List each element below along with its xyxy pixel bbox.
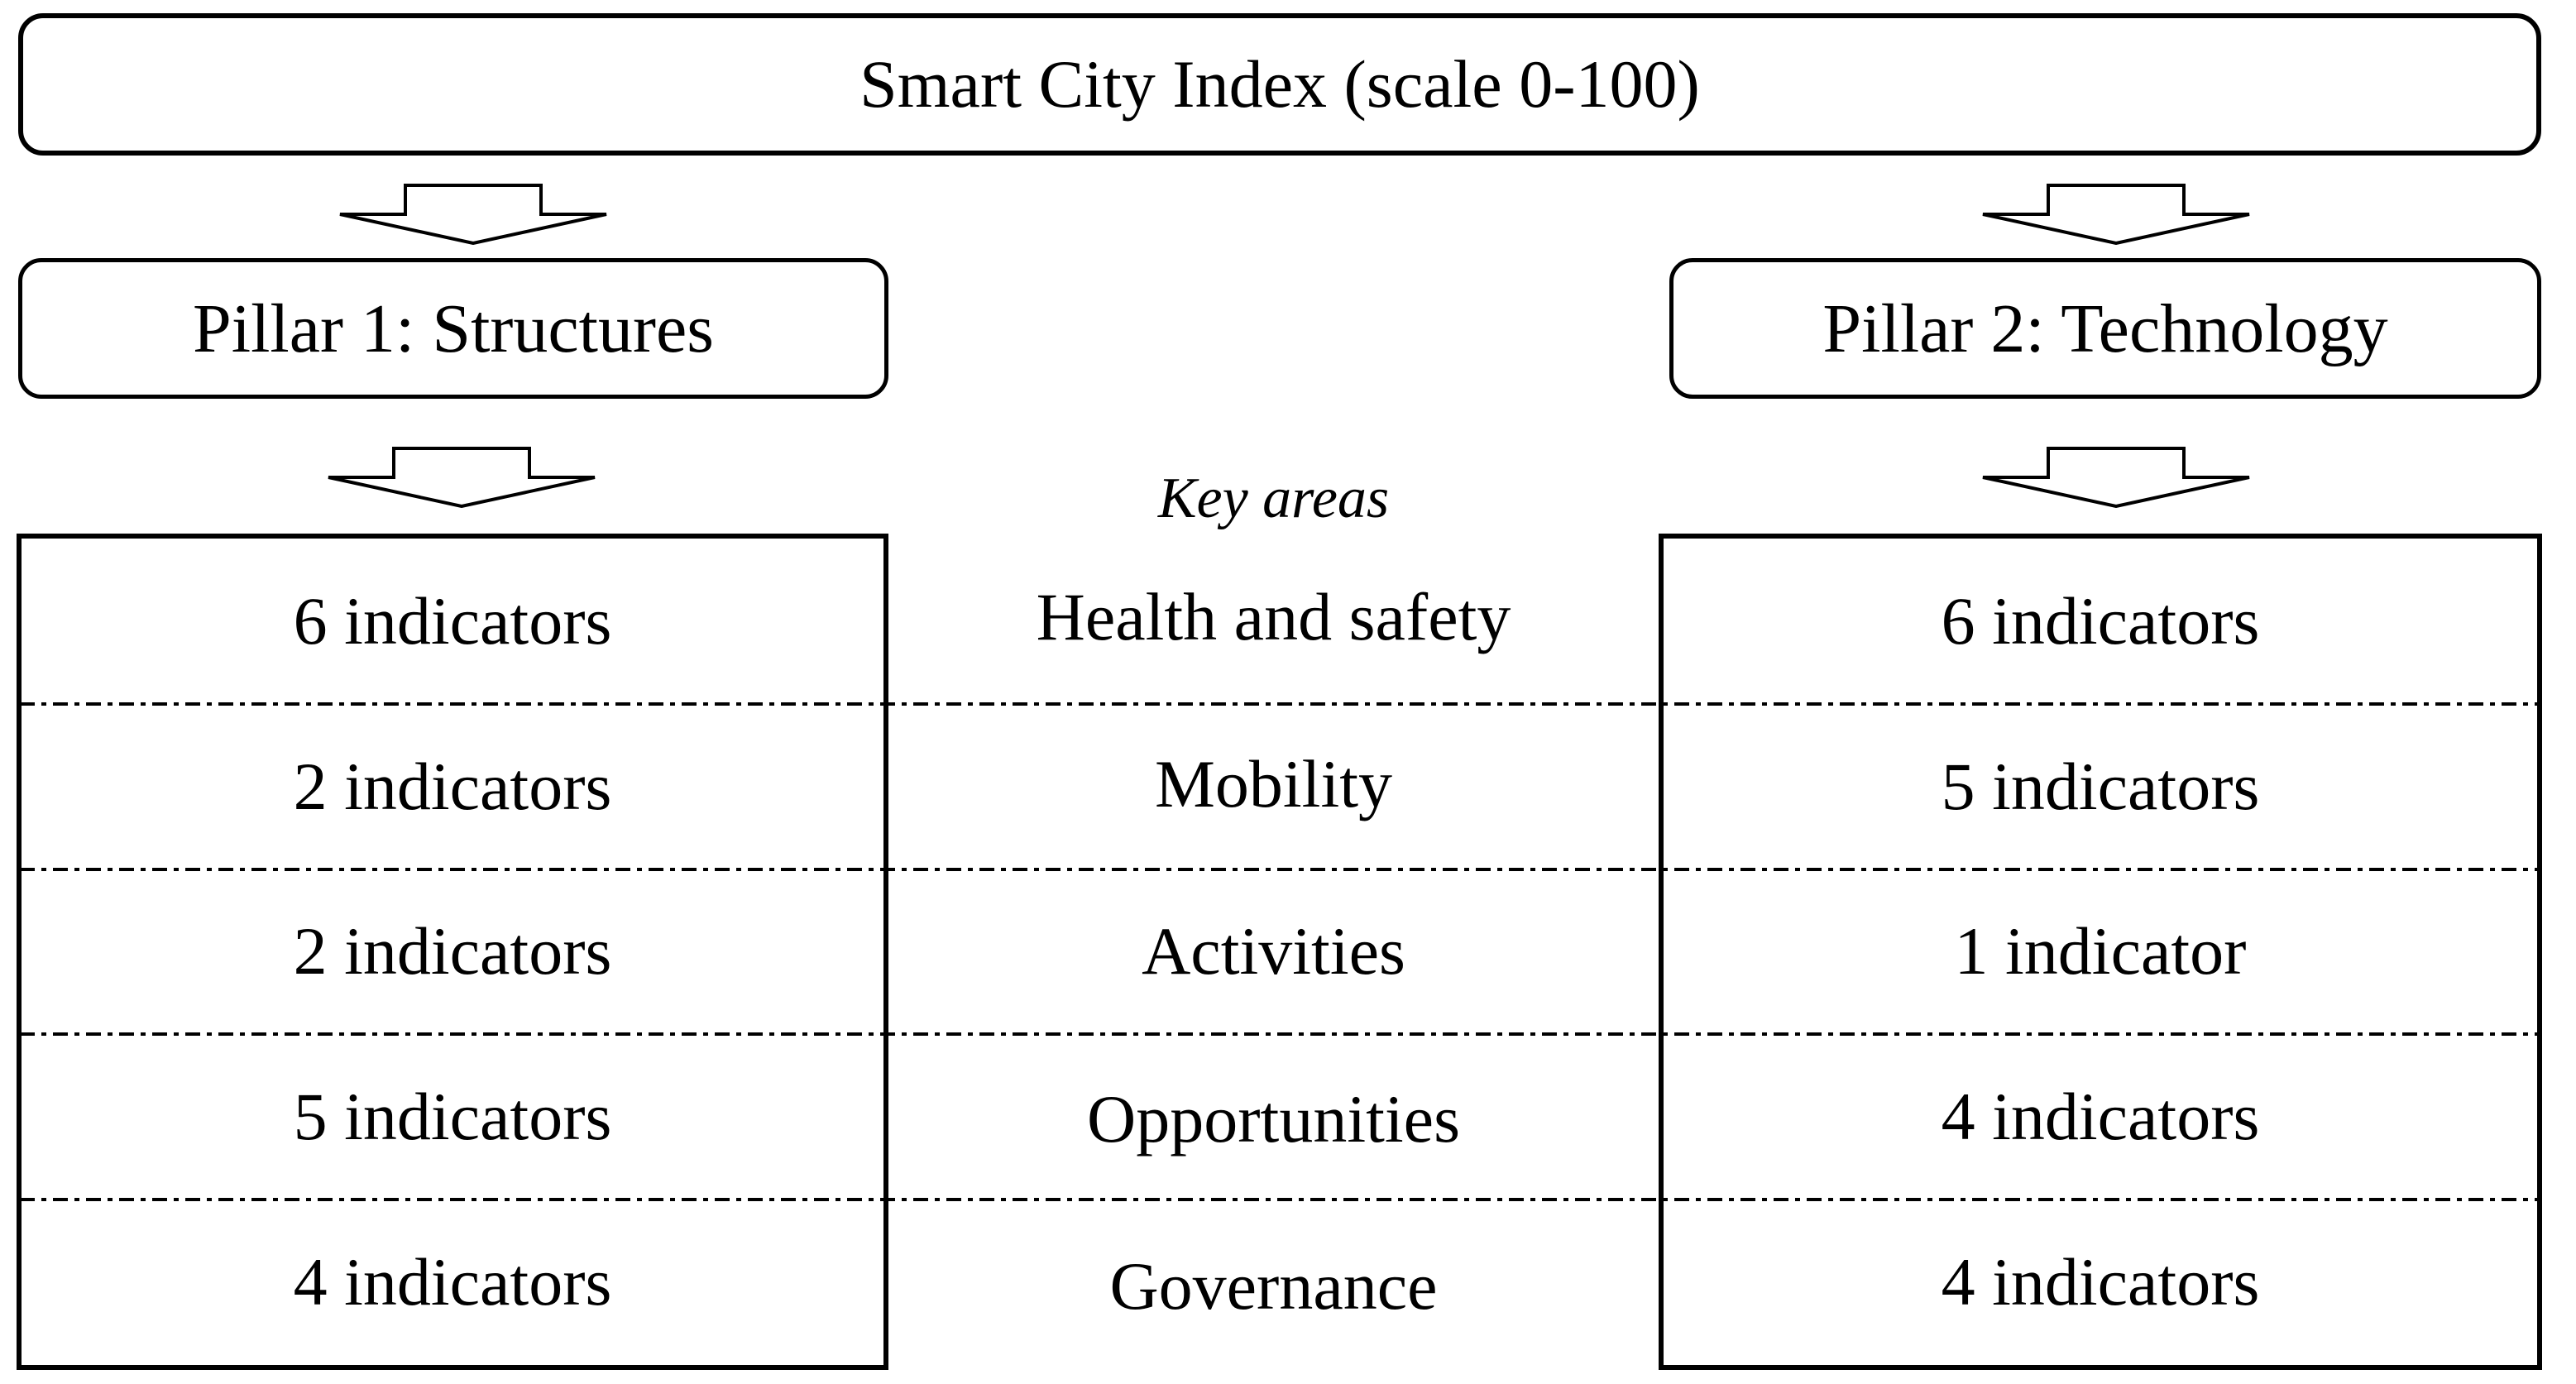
key-area-label: Opportunities (1087, 1080, 1460, 1157)
row-separator (20, 702, 2537, 706)
down-arrow-icon (339, 184, 607, 245)
row-separator (20, 1032, 2537, 1036)
pillar1-indicators-table: 6 indicators 2 indicators 2 indicators 5… (17, 534, 888, 1370)
key-area-label: Governance (1109, 1248, 1438, 1324)
key-area-label: Activities (1142, 913, 1405, 989)
pillar1-row-activities: 2 indicators (293, 913, 612, 989)
pillar2-indicators-table: 6 indicators 5 indicators 1 indicator 4 … (1659, 534, 2542, 1370)
pillar2-row-health-and-safety: 6 indicators (1941, 582, 2260, 658)
pillar1-row-governance: 4 indicators (293, 1244, 612, 1320)
pillar2-row-mobility: 5 indicators (1941, 748, 2260, 824)
key-areas-heading: Key areas (1157, 467, 1390, 530)
pillar1-label: Pillar 1: Structures (193, 290, 714, 367)
pillar2-row-activities: 1 indicator (1954, 913, 2247, 989)
key-areas-column: Health and safety Mobility Activities Op… (888, 534, 1659, 1370)
pillar1-row-health-and-safety: 6 indicators (293, 582, 612, 658)
pillar2-row-opportunities: 4 indicators (1941, 1079, 2260, 1155)
down-arrow-icon (1982, 447, 2250, 508)
row-separator (20, 868, 2537, 871)
down-arrow-icon (1982, 184, 2250, 245)
down-arrow-icon (328, 447, 596, 508)
diagram-title: Smart City Index (scale 0-100) (859, 46, 1700, 122)
pillar2-row-governance: 4 indicators (1941, 1244, 2260, 1320)
title-box: Smart City Index (scale 0-100) (18, 13, 2541, 156)
pillar1-row-opportunities: 5 indicators (293, 1079, 612, 1155)
pillar2-label: Pillar 2: Technology (1822, 290, 2388, 367)
key-area-label: Mobility (1154, 746, 1393, 822)
pillar1-box: Pillar 1: Structures (18, 258, 888, 399)
row-separator (20, 1198, 2537, 1201)
key-area-label: Health and safety (1036, 579, 1511, 655)
pillar2-box: Pillar 2: Technology (1669, 258, 2541, 399)
pillar1-row-mobility: 2 indicators (293, 748, 612, 824)
